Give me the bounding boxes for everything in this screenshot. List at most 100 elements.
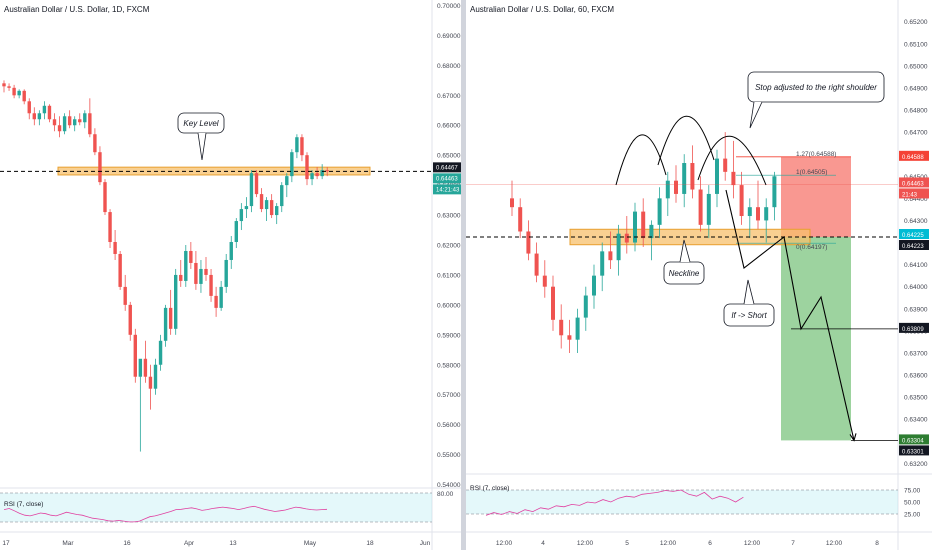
fib-127-label: 1.27(0.64588) <box>796 151 836 158</box>
price-tick-label: 0.70000 <box>437 3 461 10</box>
candle-body <box>731 171 736 186</box>
candle-body <box>194 262 198 284</box>
candle-body <box>657 198 662 225</box>
candle-body <box>249 173 254 207</box>
key-level-callout-text: Key Level <box>183 119 218 128</box>
price-tag-text: 14:21:43 <box>436 187 460 193</box>
candle-body <box>295 137 299 153</box>
candle-body <box>315 173 319 177</box>
left-chart-panel[interactable]: Australian Dollar / U.S. Dollar, 1D, FXC… <box>0 0 461 550</box>
key-level-callout-pointer <box>197 132 207 161</box>
candle-body <box>179 274 183 281</box>
rsi-line <box>485 489 744 516</box>
candle-body <box>7 86 11 88</box>
neckline-callout-pointer <box>679 239 691 263</box>
candle-body <box>128 304 132 335</box>
price-tick-label: 0.56000 <box>437 422 461 429</box>
candle-body <box>189 250 193 263</box>
price-tag-text: 0.64467 <box>436 165 458 171</box>
candle-body <box>163 307 168 341</box>
time-tick-label: 16 <box>123 540 131 547</box>
candle-body <box>285 176 289 186</box>
neckline-callout-text: Neckline <box>669 269 700 278</box>
candle-body <box>32 113 36 120</box>
price-tag-bg <box>433 162 461 173</box>
time-tick-label: 7 <box>791 540 795 547</box>
time-tick-label: 12:00 <box>826 540 843 547</box>
time-tick-label: 13 <box>229 540 237 547</box>
candle-body <box>224 259 228 287</box>
price-tick-label: 0.63700 <box>904 350 928 357</box>
candle-body <box>42 105 47 114</box>
candle-body <box>559 319 564 336</box>
candle-body <box>756 207 760 221</box>
take-profit-zone <box>781 237 851 441</box>
price-tag-bg <box>433 173 461 184</box>
right-chart-panel[interactable]: Australian Dollar / U.S. Dollar, 60, FXC… <box>466 0 932 550</box>
rsi-tick-label: 80.00 <box>437 491 454 498</box>
candle-body <box>706 193 711 225</box>
left-shoulder-arc <box>615 134 667 186</box>
price-tick-label: 0.64700 <box>904 130 928 137</box>
time-tick-label: 12:00 <box>744 540 761 547</box>
stop-callout-pointer <box>749 101 763 129</box>
right-chart-svg[interactable]: Australian Dollar / U.S. Dollar, 60, FXC… <box>466 0 932 550</box>
time-tick-label: 4 <box>541 540 545 547</box>
candle-body <box>219 286 223 308</box>
panel-divider[interactable] <box>461 0 466 550</box>
candle-body <box>133 334 137 377</box>
candle-body <box>592 275 596 296</box>
candle-body <box>542 275 547 287</box>
candle-body <box>649 224 654 239</box>
price-tick-label: 0.64400 <box>904 196 928 203</box>
price-tag-text: 0.63301 <box>902 449 924 455</box>
candle-body <box>148 376 153 389</box>
left-chart-svg[interactable]: Australian Dollar / U.S. Dollar, 1D, FXC… <box>0 0 461 550</box>
stop-loss-zone <box>781 156 851 237</box>
candle-body <box>305 155 309 180</box>
price-tick-label: 0.67000 <box>437 93 461 100</box>
price-tick-label: 0.64300 <box>904 218 928 225</box>
projected-path <box>725 189 855 441</box>
candle-body <box>575 317 580 340</box>
candle-body <box>2 83 6 87</box>
candle-body <box>93 134 97 153</box>
candle-body <box>229 242 233 260</box>
price-tag-text: 0.64225 <box>902 233 924 239</box>
short-callout-pointer <box>743 279 755 305</box>
price-tag-bg <box>899 229 929 239</box>
price-tag-text: 0.63304 <box>902 438 924 444</box>
candle-body <box>83 113 87 123</box>
price-tick-label: 0.63200 <box>904 461 928 468</box>
candle-body <box>78 119 82 123</box>
rsi-line <box>3 505 328 523</box>
candle-body <box>674 180 678 194</box>
candle-body <box>52 119 57 126</box>
candle-body <box>310 173 314 180</box>
price-tag-bg <box>899 150 929 161</box>
price-tag-text: 21:43 <box>902 192 918 198</box>
price-tick-label: 0.63500 <box>904 395 928 402</box>
price-tick-label: 0.65100 <box>904 41 928 48</box>
candle-body <box>698 189 703 225</box>
price-tick-label: 0.63400 <box>904 417 928 424</box>
candle-body <box>665 180 670 199</box>
candle-body <box>47 105 52 120</box>
rsi-tick-label: 25.00 <box>904 512 921 519</box>
candle-body <box>67 116 72 126</box>
time-tick-label: 12:00 <box>496 540 513 547</box>
time-tick-label: 6 <box>708 540 712 547</box>
candle-body <box>320 170 324 177</box>
price-tick-label: 0.58000 <box>437 362 461 369</box>
candle-body <box>17 90 21 96</box>
fib-1-label: 1(0.64505) <box>796 169 827 176</box>
candle-body <box>239 209 244 222</box>
candle-body <box>88 113 92 135</box>
price-tick-label: 0.64900 <box>904 85 928 92</box>
rsi-band <box>466 490 898 514</box>
price-tag-bg <box>899 322 929 333</box>
price-tick-label: 0.61000 <box>437 272 461 279</box>
price-tick-label: 0.65200 <box>904 19 928 26</box>
candle-body <box>37 113 42 120</box>
price-tag-text: 0.64463 <box>902 181 924 187</box>
